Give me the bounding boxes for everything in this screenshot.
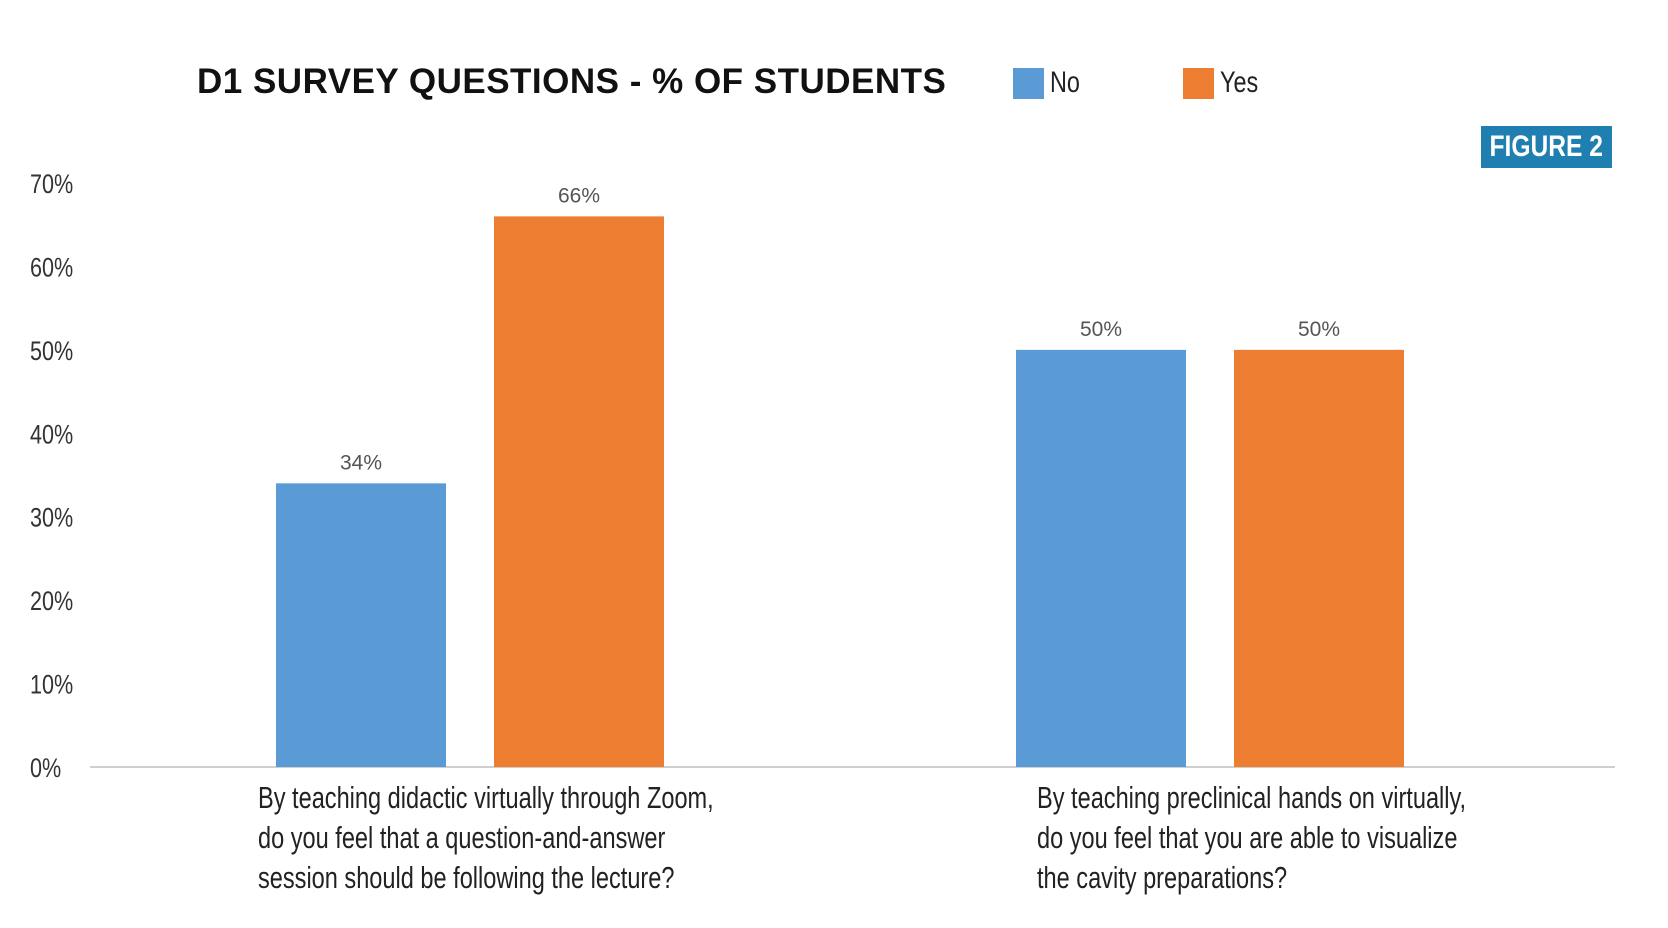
y-tick-label: 70% [30,170,73,200]
y-tick-label: 20% [30,587,73,617]
bar [276,483,446,767]
y-tick-label: 30% [30,504,73,534]
y-tick-label: 0% [30,754,61,784]
legend-swatch-yes [1183,67,1214,99]
legend-label-yes: Yes [1220,66,1259,99]
figure-badge: FIGURE 2 [1481,126,1612,168]
chart-title: D1 SURVEY QUESTIONS - % OF STUDENTS [197,62,947,101]
y-tick-label: 50% [30,337,73,367]
data-label: 34% [340,451,382,474]
y-tick-label: 40% [30,420,73,450]
y-tick-label: 10% [30,670,73,700]
bar [1234,349,1404,767]
category-label-2-line-3: the cavity preparations? [1037,860,1288,895]
category-label-1-line-2: do you feel that a question-and-answer [258,820,666,855]
category-label-2-line-2: do you feel that you are able to visuali… [1037,820,1458,855]
data-label: 66% [558,184,600,207]
legend: No Yes [0,66,1668,106]
figure-badge-label: FIGURE 2 [1489,130,1604,163]
legend-swatch-no [1013,67,1044,99]
category-label-1-line-1: By teaching didactic virtually through Z… [258,780,714,815]
legend-item-no: No [1013,66,1088,100]
category-label-1: By teaching didactic virtually through Z… [258,778,778,898]
bar [1016,349,1186,767]
category-label-2-line-1: By teaching preclinical hands on virtual… [1037,780,1467,815]
legend-label-no: No [1050,66,1080,99]
y-tick-label: 60% [30,253,73,283]
category-label-1-line-3: session should be following the lecture? [258,860,675,895]
legend-item-yes: Yes [1183,66,1269,100]
data-label: 50% [1298,318,1340,341]
data-label: 50% [1080,318,1122,341]
category-label-2: By teaching preclinical hands on virtual… [1037,778,1557,898]
bar [494,216,664,767]
